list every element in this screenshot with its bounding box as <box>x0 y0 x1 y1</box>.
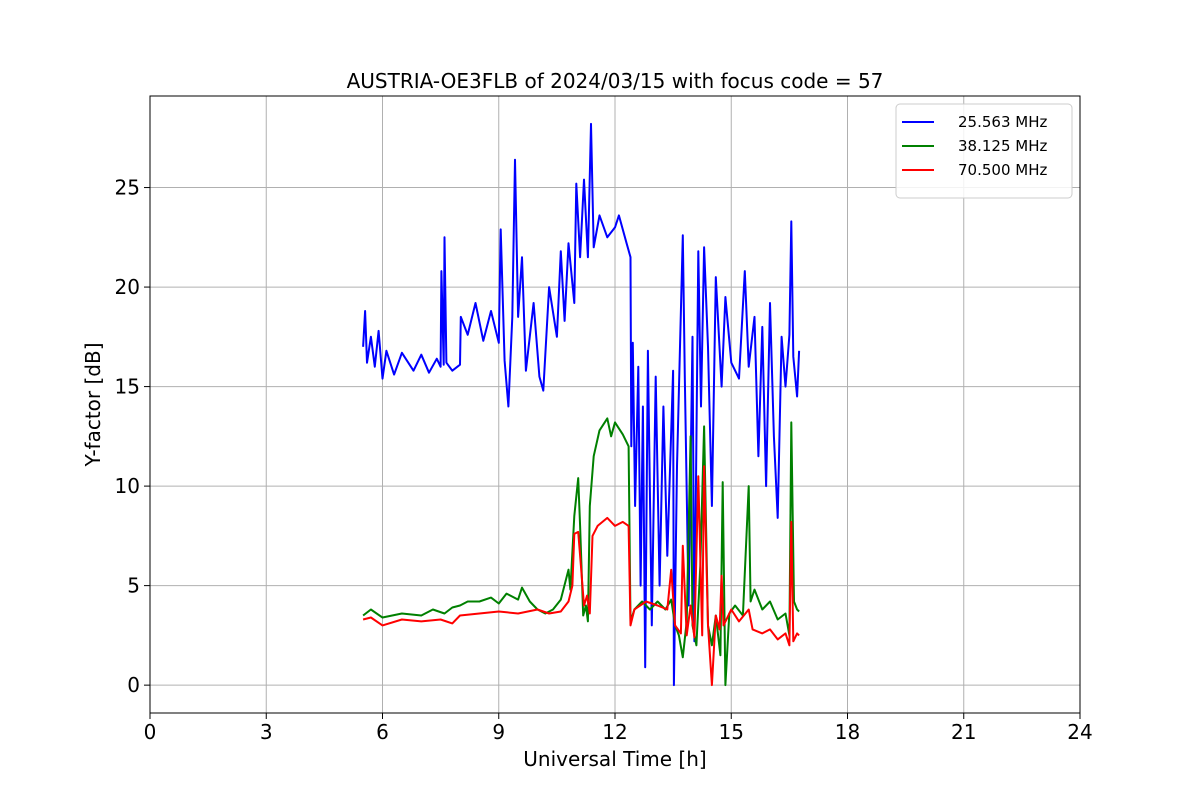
x-tick-label: 0 <box>144 720 157 744</box>
chart-title: AUSTRIA-OE3FLB of 2024/03/15 with focus … <box>347 69 884 93</box>
grid <box>149 96 1081 713</box>
y-tick-label: 25 <box>115 176 140 200</box>
x-tick-label: 18 <box>835 720 860 744</box>
series-layer <box>362 122 801 687</box>
y-tick-label: 15 <box>115 375 140 399</box>
legend-label: 70.500 MHz <box>958 161 1047 179</box>
x-tick-label: 24 <box>1067 720 1092 744</box>
axis-ticks: 0 3 6 9 12 15 18 21 24 0 5 10 15 20 25 <box>115 176 1093 744</box>
x-tick-label: 12 <box>602 720 627 744</box>
x-tick-label: 6 <box>376 720 389 744</box>
legend-label: 38.125 MHz <box>958 137 1047 155</box>
x-axis-title: Universal Time [h] <box>523 747 706 771</box>
legend-label: 25.563 MHz <box>958 113 1047 131</box>
y-axis-title: Y-factor [dB] <box>81 342 105 467</box>
y-tick-label: 10 <box>115 474 140 498</box>
x-tick-label: 3 <box>260 720 273 744</box>
x-tick-label: 15 <box>719 720 744 744</box>
x-tick-label: 9 <box>492 720 505 744</box>
x-tick-label: 21 <box>951 720 976 744</box>
y-tick-label: 5 <box>127 574 140 598</box>
legend-box <box>895 103 1073 199</box>
y-tick-label: 20 <box>115 275 140 299</box>
series-line-1 <box>362 122 801 687</box>
series-line-3 <box>362 465 800 687</box>
series-line-2 <box>362 417 800 687</box>
legend: 25.563 MHz 38.125 MHz 70.500 MHz <box>895 103 1073 199</box>
y-tick-label: 0 <box>127 673 140 697</box>
